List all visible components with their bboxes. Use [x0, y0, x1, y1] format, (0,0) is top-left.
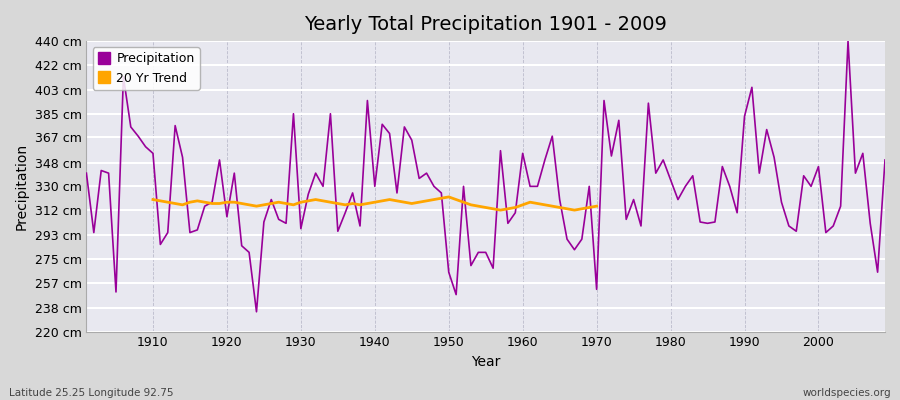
- Title: Yearly Total Precipitation 1901 - 2009: Yearly Total Precipitation 1901 - 2009: [304, 15, 667, 34]
- X-axis label: Year: Year: [471, 355, 500, 369]
- Text: Latitude 25.25 Longitude 92.75: Latitude 25.25 Longitude 92.75: [9, 388, 174, 398]
- Legend: Precipitation, 20 Yr Trend: Precipitation, 20 Yr Trend: [93, 47, 200, 90]
- Y-axis label: Precipitation: Precipitation: [15, 143, 29, 230]
- Text: worldspecies.org: worldspecies.org: [803, 388, 891, 398]
